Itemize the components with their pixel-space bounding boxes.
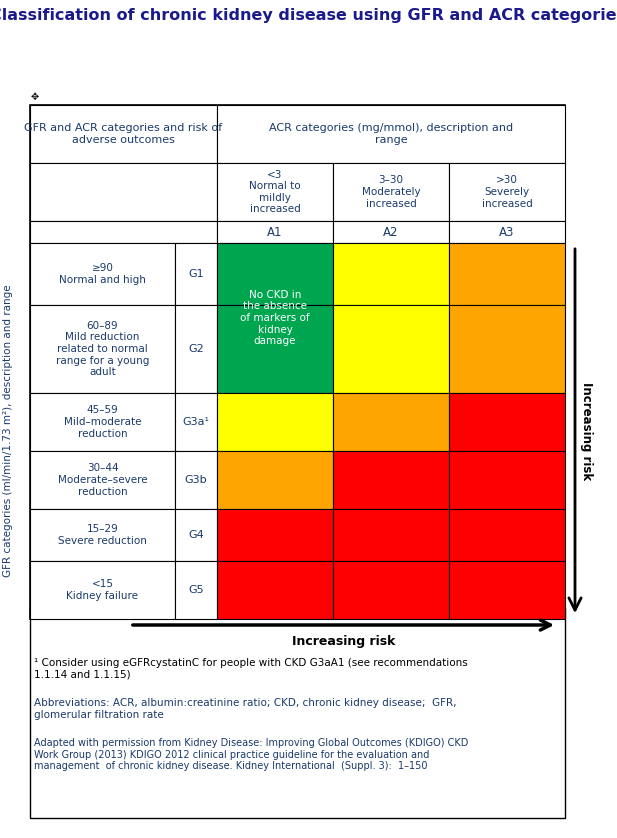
Text: No CKD in
the absence
of markers of
kidney
damage: No CKD in the absence of markers of kidn… <box>240 290 310 346</box>
Text: <15
Kidney failure: <15 Kidney failure <box>67 579 138 601</box>
Bar <box>217 221 333 243</box>
Bar <box>333 393 449 451</box>
Text: 60–89
Mild reduction
related to normal
range for a young
adult: 60–89 Mild reduction related to normal r… <box>56 321 149 377</box>
Bar <box>333 221 449 243</box>
Bar <box>175 509 217 561</box>
Bar <box>449 163 565 221</box>
Text: 30–44
Moderate–severe
reduction: 30–44 Moderate–severe reduction <box>57 463 147 497</box>
Bar <box>30 105 565 619</box>
Text: G1: G1 <box>188 269 204 279</box>
Bar <box>30 221 217 243</box>
Text: GFR and ACR categories and risk of
adverse outcomes: GFR and ACR categories and risk of adver… <box>25 123 223 145</box>
Bar <box>30 393 175 451</box>
Bar <box>175 305 217 393</box>
Bar <box>217 561 333 619</box>
Bar <box>30 561 175 619</box>
Bar <box>217 105 565 163</box>
Bar <box>30 608 565 818</box>
Bar <box>30 243 175 305</box>
Bar <box>449 451 565 509</box>
Bar <box>449 305 565 393</box>
Bar <box>217 163 333 221</box>
Text: Adapted with permission from Kidney Disease: Improving Global Outcomes (KDIGO) C: Adapted with permission from Kidney Dise… <box>34 738 468 771</box>
Bar <box>175 243 217 305</box>
Bar <box>30 305 175 393</box>
Bar <box>449 243 565 305</box>
Text: 15–29
Severe reduction: 15–29 Severe reduction <box>58 525 147 546</box>
Text: A3: A3 <box>499 225 515 239</box>
Text: ✥: ✥ <box>31 92 39 102</box>
Bar <box>449 221 565 243</box>
Text: GFR categories (ml/min/1.73 m²), description and range: GFR categories (ml/min/1.73 m²), descrip… <box>3 285 13 577</box>
Bar <box>449 393 565 451</box>
Text: G3a¹: G3a¹ <box>183 417 210 427</box>
Text: Increasing risk: Increasing risk <box>292 634 395 648</box>
Bar <box>175 393 217 451</box>
Text: Abbreviations: ACR, albumin:creatinine ratio; CKD, chronic kidney disease;  GFR,: Abbreviations: ACR, albumin:creatinine r… <box>34 698 457 720</box>
Text: ACR categories (mg/mmol), description and
range: ACR categories (mg/mmol), description an… <box>269 123 513 145</box>
Bar <box>217 393 333 451</box>
Text: Classification of chronic kidney disease using GFR and ACR categories: Classification of chronic kidney disease… <box>0 8 617 23</box>
Bar <box>30 509 175 561</box>
Text: ≥90
Normal and high: ≥90 Normal and high <box>59 263 146 285</box>
Text: <3
Normal to
mildly
increased: <3 Normal to mildly increased <box>249 169 301 215</box>
Text: G3b: G3b <box>184 475 207 485</box>
Bar <box>30 105 217 163</box>
Text: G4: G4 <box>188 530 204 540</box>
Bar <box>217 243 333 305</box>
Bar <box>333 163 449 221</box>
Text: G5: G5 <box>188 585 204 595</box>
Bar <box>333 561 449 619</box>
Bar <box>217 509 333 561</box>
Bar <box>175 451 217 509</box>
Bar <box>333 305 449 393</box>
Bar <box>30 451 175 509</box>
Bar <box>333 451 449 509</box>
Text: Increasing risk: Increasing risk <box>581 382 594 480</box>
Text: G2: G2 <box>188 344 204 354</box>
Text: A1: A1 <box>267 225 283 239</box>
Text: 45–59
Mild–moderate
reduction: 45–59 Mild–moderate reduction <box>64 406 141 438</box>
Text: ¹ Consider using eGFRcystatinC for people with CKD G3aA1 (see recommendations
1.: ¹ Consider using eGFRcystatinC for peopl… <box>34 658 468 680</box>
Bar <box>449 561 565 619</box>
Bar <box>217 305 333 393</box>
Bar <box>30 163 217 221</box>
Bar <box>449 509 565 561</box>
Bar <box>175 561 217 619</box>
Bar <box>333 243 449 305</box>
Bar <box>217 451 333 509</box>
Text: >30
Severely
increased: >30 Severely increased <box>482 175 532 209</box>
Text: 3–30
Moderately
increased: 3–30 Moderately increased <box>362 175 420 209</box>
Bar <box>333 509 449 561</box>
Text: A2: A2 <box>383 225 399 239</box>
